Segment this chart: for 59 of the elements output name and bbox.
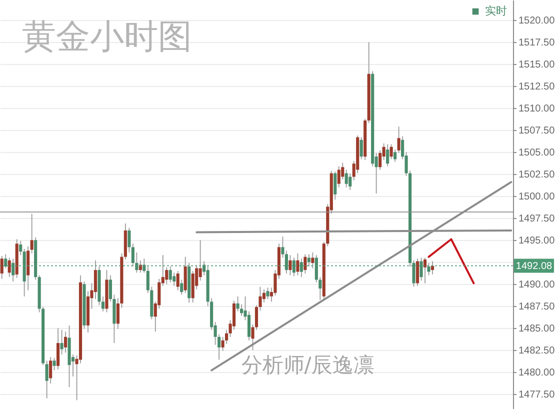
candlestick <box>52 357 56 371</box>
y-tick-label: 1512.50 <box>518 82 555 93</box>
y-tick-label: 1502.50 <box>518 170 555 181</box>
candlestick <box>266 287 270 300</box>
candlestick <box>344 169 348 188</box>
candlestick <box>386 144 390 167</box>
candlestick <box>337 166 340 188</box>
y-tick-label: 1485.00 <box>518 324 555 335</box>
candlestick <box>56 328 60 370</box>
candlestick <box>284 250 288 274</box>
candlestick <box>292 257 296 277</box>
candlestick <box>262 288 266 304</box>
candlestick <box>176 270 180 291</box>
candlestick <box>281 236 284 258</box>
candlestick <box>360 136 363 160</box>
candlestick <box>390 144 393 160</box>
legend-label: 实时 <box>485 4 507 18</box>
y-tick-label: 1480.00 <box>518 368 555 379</box>
annotation: 分析师/辰逸凛 <box>241 353 374 377</box>
candlestick <box>288 254 292 276</box>
y-tick-label: 1520.00 <box>518 16 555 27</box>
candlestick <box>30 213 34 254</box>
candlestick <box>60 329 64 355</box>
candlestick <box>307 254 310 268</box>
candlestick <box>304 254 307 274</box>
candlestick <box>128 227 131 253</box>
candlestick <box>348 172 352 190</box>
y-tick-label: 1500.00 <box>518 192 555 203</box>
candlestick <box>423 257 427 284</box>
candlestick <box>4 254 8 269</box>
y-tick-label: 1495.00 <box>518 236 555 247</box>
y-tick-label: 1505.00 <box>518 148 555 159</box>
y-tick-label: 1517.50 <box>518 38 555 49</box>
candlestick <box>168 266 172 283</box>
y-tick-label: 1477.50 <box>518 390 555 401</box>
candlestick <box>19 240 22 256</box>
y-tick-label: 1515.00 <box>518 60 555 71</box>
candlestick <box>420 257 423 282</box>
y-tick-label: 1487.50 <box>518 302 555 313</box>
candlestick <box>334 171 337 200</box>
candlestick <box>300 258 303 278</box>
candlestick <box>94 260 98 300</box>
candlestick <box>296 252 300 276</box>
candlestick <box>45 360 48 399</box>
y-tick-label: 1497.50 <box>518 214 555 225</box>
candlestick <box>0 255 4 280</box>
text: 黄金小时图 <box>22 17 192 57</box>
y-tick-label: 1510.00 <box>518 104 555 115</box>
candlestick <box>416 258 420 286</box>
y-tick-label: 1507.50 <box>518 126 555 137</box>
candlestick <box>236 296 240 312</box>
candlestick <box>12 258 15 282</box>
candlestick <box>311 252 314 269</box>
candlestick <box>8 257 11 278</box>
y-tick-label: 1490.00 <box>518 280 555 291</box>
candlestick <box>184 256 187 294</box>
ref-line-label: 1492.08 <box>516 260 553 272</box>
y-tick-label: 1482.50 <box>518 346 555 357</box>
candlestick <box>64 331 68 354</box>
